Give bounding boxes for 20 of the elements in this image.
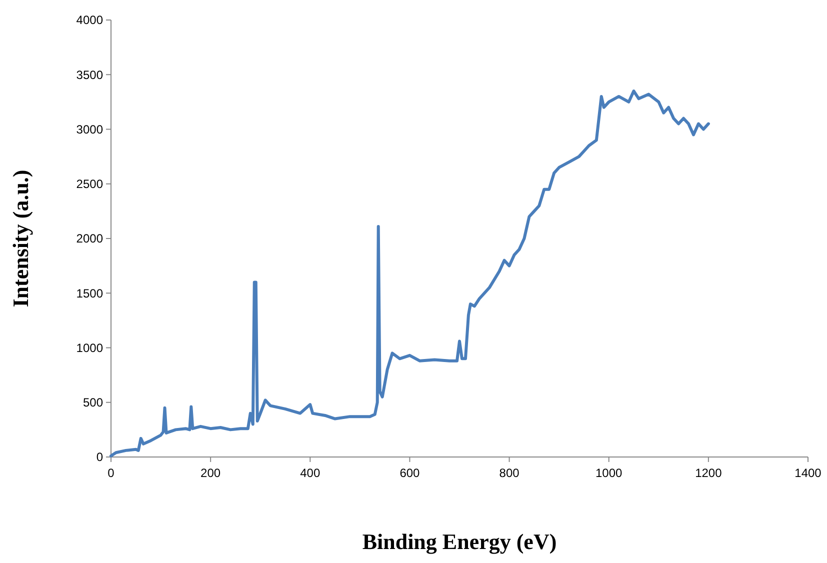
x-tick-label: 200 <box>200 466 221 480</box>
y-tick-label: 3000 <box>76 122 104 136</box>
x-tick-label: 0 <box>108 466 115 480</box>
y-axis-title: Intensity (a.u.) <box>8 170 33 308</box>
y-tick-label: 3500 <box>76 68 104 82</box>
x-tick-label: 400 <box>300 466 320 480</box>
x-tick-label: 1000 <box>596 466 623 480</box>
x-tick-label: 1200 <box>695 466 722 480</box>
y-tick-label: 1500 <box>76 286 104 300</box>
y-tick-label: 4000 <box>76 13 104 28</box>
y-tick-label: 0 <box>96 450 104 464</box>
x-axis-title: Binding Energy (eV) <box>362 529 557 554</box>
y-tick-label: 1000 <box>76 340 104 355</box>
y-tick-label: 2000 <box>76 232 104 246</box>
y-tick-label: 2500 <box>76 177 104 192</box>
x-tick-label: 600 <box>400 466 420 480</box>
x-tick-label: 1400 <box>794 466 822 480</box>
line-series <box>110 90 710 458</box>
x-tick-label: 800 <box>499 466 520 480</box>
y-tick-label: 500 <box>82 396 104 410</box>
